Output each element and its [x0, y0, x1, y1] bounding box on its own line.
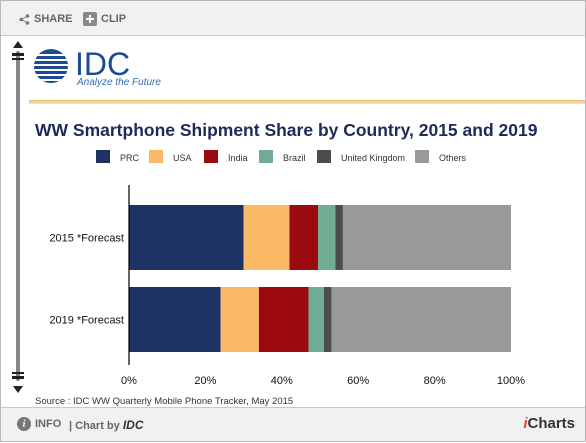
x-tick-label: 0% [121, 375, 137, 387]
bar-brazil-2[interactable] [308, 287, 324, 352]
scroll-up-arrow-icon[interactable] [13, 41, 23, 48]
info-label: INFO [35, 418, 62, 430]
share-icon [19, 13, 30, 25]
legend-item-others[interactable]: Others [415, 150, 467, 163]
info-icon: i [17, 417, 31, 431]
plus-icon [83, 12, 97, 26]
chart-bars: 2015 *Forecast 2019 *Forecast [49, 205, 511, 352]
category-label: 2015 *Forecast [49, 233, 124, 245]
legend-swatch [415, 150, 429, 163]
share-button[interactable]: SHARE [19, 11, 73, 27]
bar-india-1[interactable] [289, 205, 319, 270]
header-divider [29, 100, 585, 104]
legend-swatch [204, 150, 218, 163]
bar-prc-2[interactable] [129, 287, 221, 352]
legend-swatch [317, 150, 331, 163]
logo-wordmark: IDC [75, 46, 131, 82]
legend-swatch [96, 150, 110, 163]
icharts-logo-i: i [523, 415, 528, 432]
bar-united-kingdom-1[interactable] [335, 205, 343, 270]
chart-by-credit: | Chart by IDC [69, 418, 144, 432]
bar-prc-1[interactable] [129, 205, 244, 270]
legend-label: Others [439, 153, 467, 163]
bar-brazil-1[interactable] [318, 205, 336, 270]
chart-by-prefix: | Chart by [69, 420, 120, 432]
info-button[interactable]: i INFO [17, 417, 61, 431]
legend-label: PRC [120, 153, 140, 163]
x-tick-label: 80% [424, 375, 446, 387]
legend-label: India [228, 153, 248, 163]
bar-united-kingdom-2[interactable] [323, 287, 332, 352]
scroll-track[interactable] [16, 51, 20, 381]
legend-label: United Kingdom [341, 153, 405, 163]
x-axis: 0% 20% 40% 60% 80% 100% [121, 185, 525, 387]
legend-label: Brazil [283, 153, 306, 163]
icharts-logo[interactable]: iCharts [523, 415, 575, 432]
x-tick-label: 60% [347, 375, 369, 387]
chart-legend: PRC USA India Brazil United Kingdom Others [96, 150, 467, 163]
clip-button[interactable]: CLIP [83, 11, 126, 27]
x-tick-label: 40% [271, 375, 293, 387]
legend-label: USA [173, 153, 192, 163]
bottom-toolbar: i INFO | Chart by IDC iCharts [1, 407, 585, 441]
bar-others-2[interactable] [331, 287, 511, 352]
legend-item-usa[interactable]: USA [149, 150, 192, 163]
bar-others-1[interactable] [342, 205, 511, 270]
bar-usa-1[interactable] [243, 205, 290, 270]
legend-item-united-kingdom[interactable]: United Kingdom [317, 150, 405, 163]
legend-item-prc[interactable]: PRC [96, 150, 140, 163]
bar-india-2[interactable] [258, 287, 309, 352]
legend-item-brazil[interactable]: Brazil [259, 150, 306, 163]
top-toolbar: SHARE CLIP [1, 1, 585, 36]
icharts-logo-rest: Charts [527, 415, 575, 432]
x-tick-label: 100% [497, 375, 525, 387]
x-tick-label: 20% [194, 375, 216, 387]
legend-item-india[interactable]: India [204, 150, 248, 163]
scroll-thumb[interactable] [12, 51, 24, 381]
share-label: SHARE [34, 13, 73, 25]
vertical-scrollbar[interactable] [11, 41, 25, 393]
legend-swatch [149, 150, 163, 163]
category-label: 2019 *Forecast [49, 315, 124, 327]
chart-by-brand: IDC [122, 418, 144, 432]
legend-swatch [259, 150, 273, 163]
chart-source: Source : IDC WW Quarterly Mobile Phone T… [35, 396, 294, 407]
idc-logo: IDC Analyze the Future [31, 46, 161, 92]
clip-label: CLIP [101, 13, 127, 25]
scroll-down-arrow-icon[interactable] [13, 386, 23, 393]
globe-icon [34, 49, 68, 83]
bar-usa-2[interactable] [220, 287, 259, 352]
chart-title: WW Smartphone Shipment Share by Country,… [35, 120, 538, 140]
logo-tagline: Analyze the Future [77, 77, 161, 88]
